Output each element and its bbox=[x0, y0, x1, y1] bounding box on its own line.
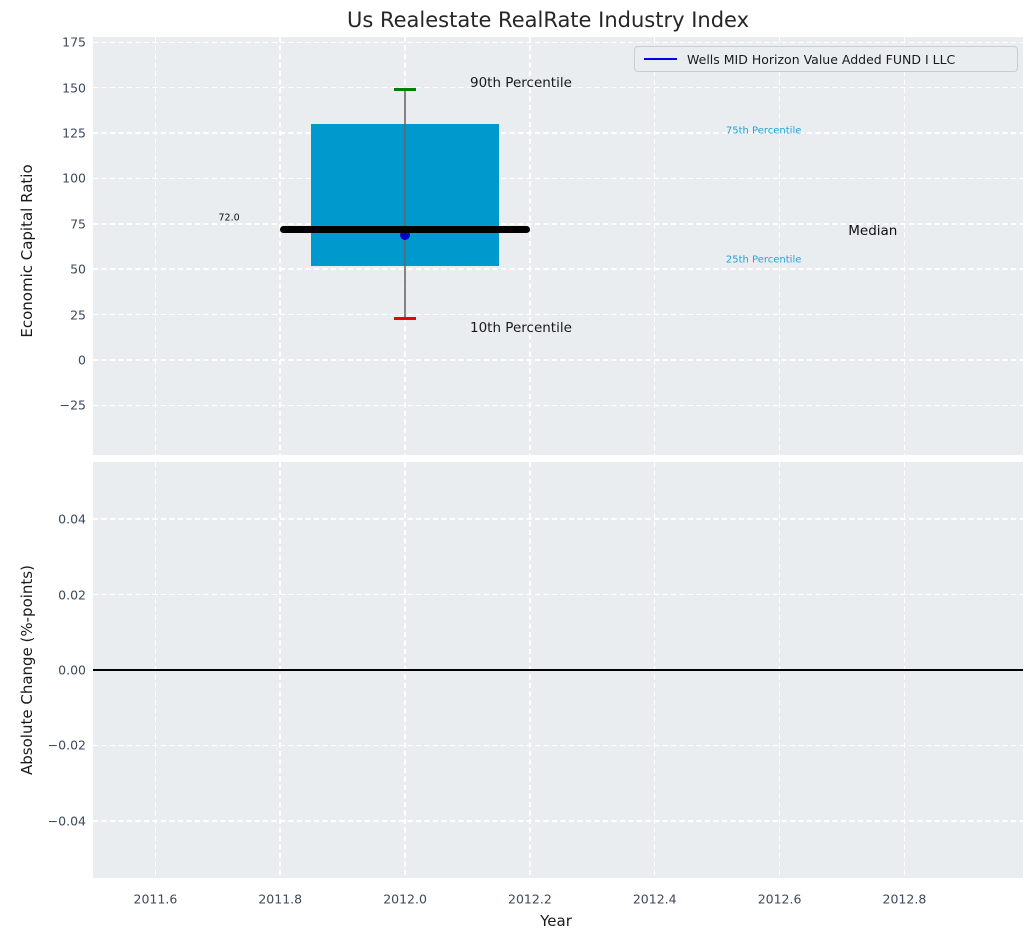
top-axes bbox=[93, 37, 1023, 455]
x-tick-label: 2012.6 bbox=[757, 891, 802, 907]
gridline-vertical bbox=[653, 37, 656, 455]
y-tick-label: 25 bbox=[70, 307, 86, 323]
annotation-10th-percentile: 10th Percentile bbox=[469, 319, 572, 336]
x-tick-label: 2012.4 bbox=[632, 891, 677, 907]
annotation-25th-percentile: 25th Percentile bbox=[725, 254, 802, 266]
boxplot-cap-10th-percentile bbox=[393, 316, 417, 320]
y-tick-label: −25 bbox=[59, 397, 86, 413]
y-tick-label: 0.02 bbox=[58, 587, 86, 602]
chart-title: Us Realestate RealRate Industry Index bbox=[346, 8, 750, 32]
y-tick-label: 50 bbox=[70, 261, 86, 277]
gridline-horizontal bbox=[93, 132, 1023, 134]
boxplot-median-line bbox=[280, 225, 530, 233]
gridline-horizontal bbox=[93, 41, 1023, 44]
annotation-75th-percentile: 75th Percentile bbox=[725, 125, 802, 137]
x-tick-label: 2011.6 bbox=[133, 891, 178, 907]
gridline-horizontal bbox=[93, 744, 1023, 747]
y-tick-label: 150 bbox=[62, 80, 86, 96]
zero-line bbox=[93, 669, 1023, 671]
top-y-axis-label: Economic Capital Ratio bbox=[18, 164, 36, 338]
boxplot-cap-90th-percentile bbox=[393, 87, 417, 91]
gridline-horizontal bbox=[93, 820, 1023, 822]
x-tick-label: 2012.8 bbox=[882, 891, 927, 907]
gridline-vertical bbox=[903, 37, 906, 455]
median-value-label: 72.0 bbox=[218, 212, 240, 224]
gridline-horizontal bbox=[93, 268, 1023, 270]
y-tick-label: 75 bbox=[70, 216, 86, 232]
y-tick-label: 125 bbox=[62, 125, 86, 141]
y-tick-label: 100 bbox=[62, 170, 86, 186]
legend-line-swatch bbox=[644, 57, 677, 61]
x-tick-label: 2011.8 bbox=[258, 891, 303, 907]
x-tick-label: 2012.0 bbox=[383, 891, 427, 907]
boxplot-whisker-line bbox=[404, 89, 406, 319]
gridline-vertical bbox=[154, 37, 157, 455]
legend: Wells MID Horizon Value Added FUND I LLC bbox=[634, 46, 1018, 72]
gridline-vertical bbox=[778, 37, 781, 455]
gridline-vertical bbox=[529, 37, 531, 455]
gridline-horizontal bbox=[93, 593, 1023, 596]
gridline-horizontal bbox=[93, 313, 1023, 316]
x-axis-label: Year bbox=[540, 912, 572, 930]
gridline-horizontal bbox=[93, 86, 1023, 89]
gridline-horizontal bbox=[93, 518, 1023, 520]
y-tick-label: 0 bbox=[78, 352, 86, 368]
legend-label: Wells MID Horizon Value Added FUND I LLC bbox=[687, 51, 956, 67]
gridline-vertical bbox=[279, 37, 281, 455]
y-tick-label: 175 bbox=[62, 34, 86, 50]
fund-value-marker bbox=[400, 229, 411, 240]
y-tick-label: 0.04 bbox=[58, 511, 86, 527]
bottom-y-axis-label: Absolute Change (%-points) bbox=[18, 565, 36, 775]
y-tick-label: −0.04 bbox=[47, 813, 86, 829]
y-tick-label: −0.02 bbox=[47, 737, 86, 753]
gridline-horizontal bbox=[93, 223, 1023, 225]
annotation-median: Median bbox=[848, 223, 898, 240]
x-tick-label: 2012.2 bbox=[508, 891, 552, 907]
gridline-horizontal bbox=[93, 359, 1023, 361]
gridline-horizontal bbox=[93, 404, 1023, 407]
gridline-horizontal bbox=[93, 177, 1023, 180]
annotation-90th-percentile: 90th Percentile bbox=[469, 75, 572, 92]
y-tick-label: 0.00 bbox=[58, 662, 86, 678]
